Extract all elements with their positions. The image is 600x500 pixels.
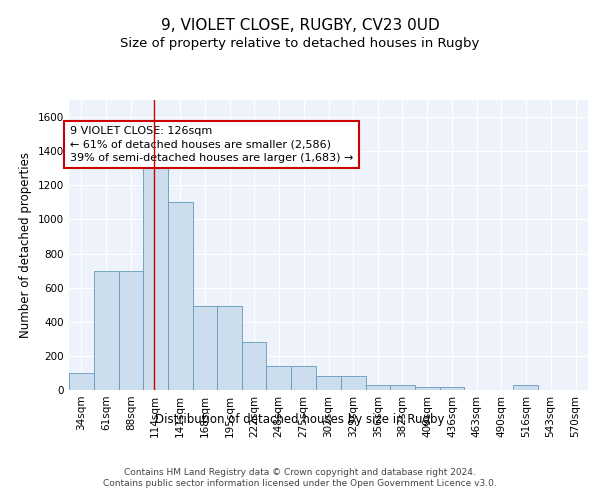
- Bar: [390, 385, 415, 390]
- Text: 9 VIOLET CLOSE: 126sqm
← 61% of detached houses are smaller (2,586)
39% of semi-: 9 VIOLET CLOSE: 126sqm ← 61% of detached…: [70, 126, 353, 162]
- Text: Distribution of detached houses by size in Rugby: Distribution of detached houses by size …: [155, 412, 445, 426]
- Bar: [167, 202, 193, 390]
- Text: 9, VIOLET CLOSE, RUGBY, CV23 0UD: 9, VIOLET CLOSE, RUGBY, CV23 0UD: [161, 18, 439, 32]
- Bar: [415, 388, 440, 390]
- Bar: [291, 366, 316, 390]
- Text: Size of property relative to detached houses in Rugby: Size of property relative to detached ho…: [121, 38, 479, 51]
- Bar: [193, 306, 217, 390]
- Text: Contains HM Land Registry data © Crown copyright and database right 2024.
Contai: Contains HM Land Registry data © Crown c…: [103, 468, 497, 487]
- Bar: [366, 385, 390, 390]
- Bar: [514, 385, 538, 390]
- Bar: [143, 160, 167, 390]
- Bar: [69, 373, 94, 390]
- Bar: [119, 270, 143, 390]
- Bar: [94, 270, 119, 390]
- Bar: [242, 342, 266, 390]
- Y-axis label: Number of detached properties: Number of detached properties: [19, 152, 32, 338]
- Bar: [316, 376, 341, 390]
- Bar: [341, 376, 366, 390]
- Bar: [266, 366, 291, 390]
- Bar: [217, 306, 242, 390]
- Bar: [440, 388, 464, 390]
